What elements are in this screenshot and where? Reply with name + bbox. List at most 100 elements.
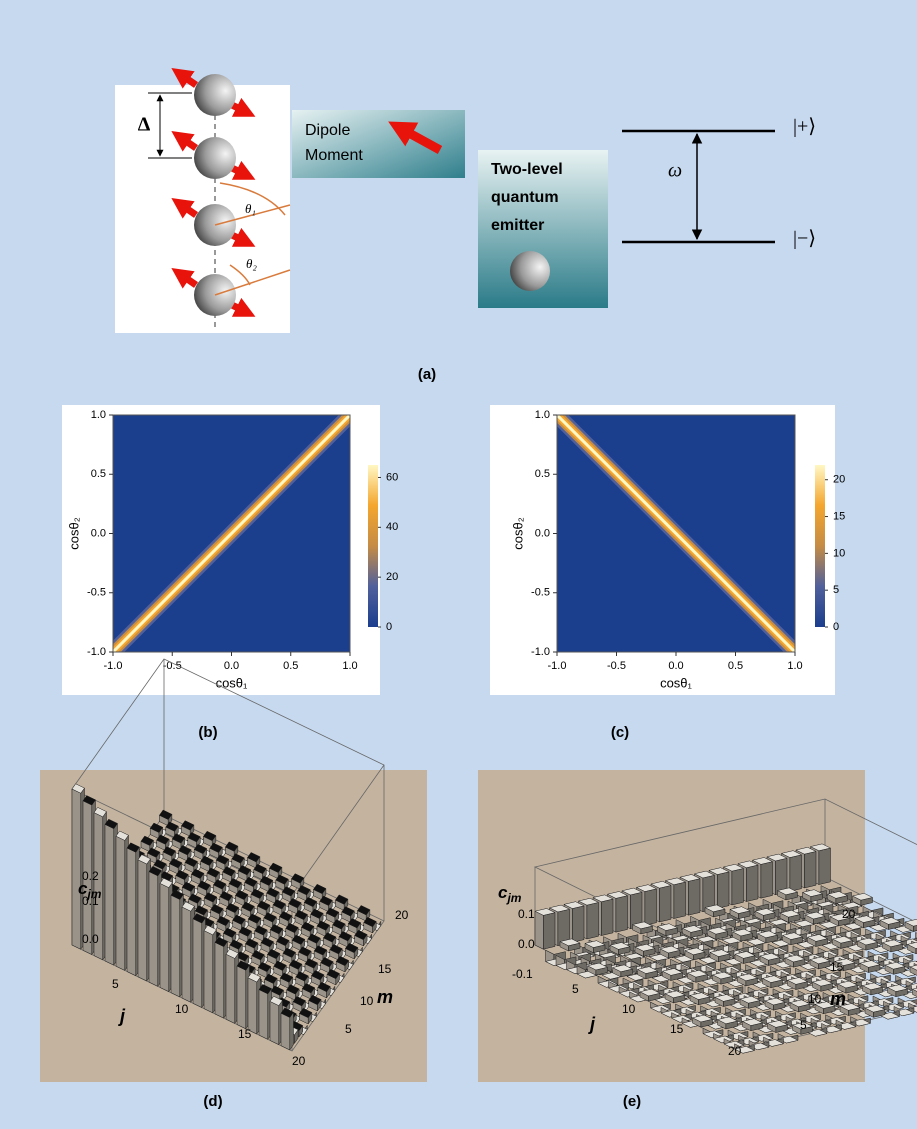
j-tick-label: 15: [238, 1027, 252, 1041]
colorbar-tick-label: 5: [833, 584, 839, 596]
bar-top: [215, 854, 230, 865]
bar-top: [714, 994, 736, 1002]
bar-face: [115, 835, 126, 971]
bar-top: [864, 1005, 886, 1013]
bar-top: [229, 939, 243, 950]
caption: (b): [198, 724, 217, 741]
bar-face: [247, 977, 258, 1035]
bar-face: [644, 888, 657, 926]
y-tick-label: 0.5: [91, 468, 106, 480]
bar-top: [795, 847, 817, 855]
bar-face: [71, 788, 82, 950]
bar-top: [181, 881, 196, 892]
bar-top: [269, 995, 283, 1006]
z-tick-label: 0.0: [518, 937, 535, 951]
bar-top: [634, 944, 656, 952]
caption: (d): [203, 1093, 222, 1110]
bar-top: [238, 926, 252, 937]
bar-face: [760, 861, 773, 899]
bar-top: [357, 905, 371, 916]
z-label-main: c: [78, 879, 88, 898]
bar-top: [879, 917, 901, 925]
bar-face: [203, 930, 214, 1014]
colorbar: [368, 465, 378, 627]
bar-top: [766, 1020, 789, 1028]
bar-top: [165, 821, 179, 832]
bar-top: [301, 921, 315, 932]
bar-top: [791, 1022, 814, 1030]
bar-top: [280, 1007, 294, 1018]
bar-top: [264, 973, 278, 984]
bar-top: [335, 955, 350, 967]
z-tick-label: 0.0: [82, 932, 99, 946]
bar-top: [244, 876, 258, 888]
bar-top: [826, 891, 849, 899]
bar-top: [559, 938, 581, 947]
bar-face: [137, 859, 148, 982]
bar-top: [621, 887, 643, 896]
bar-top: [809, 956, 831, 965]
bar-top: [856, 937, 879, 946]
bar-top: [203, 925, 217, 936]
bar-top: [247, 852, 261, 863]
bar-top: [178, 845, 192, 856]
atom: [194, 137, 236, 179]
m-tick-label: 20: [842, 907, 856, 921]
m-tick-label: 10: [360, 994, 374, 1008]
x-tick-label: 0.0: [224, 660, 239, 672]
bar-top: [71, 783, 85, 794]
angle-2: [214, 264, 291, 296]
bar-top: [209, 842, 223, 853]
bar-top: [886, 984, 909, 992]
x-tick-label: 1.0: [787, 660, 802, 672]
bar-top: [635, 884, 658, 892]
z-tick-label: -0.1: [512, 967, 533, 981]
m-tick-label: 10: [808, 992, 822, 1006]
bar-face: [818, 847, 831, 885]
bar-top: [776, 887, 799, 896]
bar-face: [269, 1001, 280, 1046]
bar-top: [814, 1001, 836, 1009]
bar-top: [191, 868, 205, 879]
bar-top: [709, 949, 731, 957]
y-axis-label: cosθ₂: [66, 517, 81, 550]
bar-top: [115, 830, 129, 841]
bar-top: [679, 874, 701, 882]
theta2-label: θ₂: [246, 256, 257, 271]
bar3d-drawings: [71, 658, 917, 1054]
bar-top: [656, 923, 679, 931]
bar-top: [295, 971, 309, 982]
bar-top: [282, 947, 296, 958]
bar-top: [317, 981, 331, 993]
y-tick-label: -0.5: [531, 587, 550, 599]
bar-face: [731, 868, 744, 906]
j-tick-label: 15: [670, 1022, 684, 1036]
bar-top: [681, 925, 704, 933]
bar-top: [708, 867, 730, 875]
bar-top: [188, 893, 202, 904]
bar-top: [266, 887, 280, 898]
j-label: j: [118, 1006, 126, 1026]
bar-top: [235, 889, 249, 901]
emitter-label: emitter: [491, 217, 544, 234]
bar-top: [319, 895, 333, 906]
theta1-label: θ₁: [245, 201, 256, 216]
bar-face: [913, 925, 917, 932]
bar-top: [313, 883, 327, 895]
bar-face: [258, 989, 269, 1040]
bar-top: [881, 939, 904, 948]
x-tick-label: 1.0: [342, 660, 357, 672]
bar-face: [148, 871, 159, 987]
bar-top: [153, 859, 167, 870]
bar-top: [203, 892, 218, 903]
bar-top: [303, 896, 318, 908]
colorbar-tick-label: 40: [386, 521, 398, 533]
bar-top: [809, 843, 832, 852]
bar-top: [294, 909, 308, 921]
bar-face: [659, 885, 672, 923]
bar-top: [193, 843, 208, 855]
bar-top: [288, 898, 302, 909]
bar-top: [263, 912, 277, 923]
bar-top: [148, 866, 162, 877]
